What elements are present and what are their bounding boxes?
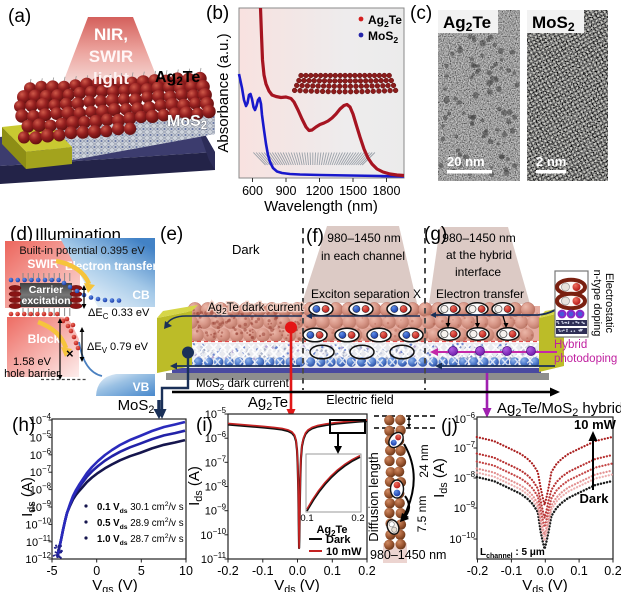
svg-text:Carrier: Carrier [29,284,63,296]
svg-text:980–1450 nm: 980–1450 nm [442,231,515,245]
svg-text:(f): (f) [306,226,324,247]
svg-text:0.2: 0.2 [358,564,375,578]
svg-text:0.0: 0.0 [289,564,306,578]
svg-text:980–1450 nm: 980–1450 nm [327,231,400,245]
svg-text:(d): (d) [10,224,33,245]
svg-text:excitation: excitation [21,295,70,307]
svg-text:Vds (V): Vds (V) [522,577,568,592]
svg-text:(j): (j) [441,416,458,437]
svg-text:0.2: 0.2 [351,513,364,524]
svg-text:10: 10 [179,564,193,578]
svg-text:-0.1: -0.1 [501,564,523,578]
svg-text:Electron transfer: Electron transfer [65,261,158,273]
svg-text:Ag2Te/MoS2​ hybrid: Ag2Te/MoS2​ hybrid [497,400,621,419]
svg-text:ΔEC 0.33 eV: ΔEC 0.33 eV [88,307,150,321]
svg-text:(h): (h) [12,415,35,436]
svg-text:Wavelength (nm): Wavelength (nm) [264,198,378,215]
svg-text:7.5 nm: 7.5 nm [415,496,429,533]
svg-text:MoS2​: MoS2​ [532,13,575,34]
svg-text:Electron transfer: Electron transfer [436,287,524,301]
svg-text:in each channel: in each channel [321,249,405,263]
svg-text:0.1: 0.1 [300,513,313,524]
svg-text:600: 600 [242,184,263,198]
svg-text:Hybrid: Hybrid [554,339,587,351]
svg-text:MoS2​: MoS2​ [368,29,398,45]
svg-text:light: light [93,69,129,88]
svg-text:0.1 Vds 30.1 cm2/v s: 0.1 Vds 30.1 cm2/v s [97,501,184,515]
svg-text:ΔEV 0.79 eV: ΔEV 0.79 eV [87,341,149,355]
svg-text:5: 5 [138,564,145,578]
svg-text:SWIR: SWIR [27,257,59,271]
svg-text:at the hybrid: at the hybrid [446,248,512,262]
svg-text:0.2: 0.2 [604,564,621,578]
svg-text:-0.2: -0.2 [467,564,489,578]
svg-text:Electric field: Electric field [326,393,393,407]
svg-text:1800: 1800 [373,184,401,198]
svg-text:Dark: Dark [232,242,260,257]
svg-text:1200: 1200 [306,184,334,198]
svg-text:MoS2​: MoS2​ [167,113,207,132]
svg-text:hole barrier: hole barrier [4,368,60,380]
svg-text:Dark: Dark [326,534,351,546]
svg-text:20 nm: 20 nm [447,154,485,169]
svg-text:Ag2Te: Ag2Te [248,394,288,413]
svg-text:photodoping: photodoping [554,353,617,365]
svg-text:Ag2Te: Ag2Te [368,13,402,29]
svg-text:Diffusion length: Diffusion length [366,452,381,541]
svg-text:2 nm: 2 nm [536,154,566,169]
svg-text:-0.1: -0.1 [252,564,274,578]
svg-text:Ag2Te: Ag2Te [443,13,491,34]
svg-text:MoS2​ dark current: MoS2​ dark current [196,378,290,392]
svg-text:(e): (e) [160,224,183,245]
svg-text:1.58 eV: 1.58 eV [13,356,52,368]
svg-text:0: 0 [93,564,100,578]
svg-text:1.0 Vds 28.7 cm2/v s: 1.0 Vds 28.7 cm2/v s [97,533,184,547]
svg-text:Block: Block [28,332,61,346]
svg-text:VB: VB [133,380,150,394]
svg-text:10 mW: 10 mW [574,417,617,432]
svg-text:interface: interface [455,265,501,279]
svg-text:0.0: 0.0 [537,564,554,578]
svg-text:SWIR: SWIR [89,47,133,66]
svg-text:Built-in potential 0.395 eV: Built-in potential 0.395 eV [19,245,145,257]
svg-text:980–1450 nm: 980–1450 nm [370,548,446,562]
svg-text:10 mW: 10 mW [326,546,362,558]
svg-text:(g): (g) [424,224,447,245]
svg-text:-5: -5 [46,564,57,578]
svg-text:(a): (a) [8,6,31,27]
svg-text:0.1: 0.1 [570,564,587,578]
svg-text:Dark: Dark [580,491,610,506]
svg-text:Ag2Te: Ag2Te [155,69,200,88]
svg-text:×: × [66,346,74,361]
svg-text:Absorbance (a.u.): Absorbance (a.u.) [215,33,232,152]
svg-text:Electrostatic: Electrostatic [603,273,615,333]
svg-text:0.5 Vds 28.9 cm2/v s: 0.5 Vds 28.9 cm2/v s [97,517,184,531]
svg-text:900: 900 [276,184,297,198]
svg-text:Ag2Te dark current: Ag2Te dark current [208,302,304,316]
svg-text:CB: CB [132,288,150,302]
svg-text:NIR,: NIR, [94,25,128,44]
svg-text:24 nm: 24 nm [417,444,431,477]
svg-text:Vgs (V): Vgs (V) [92,577,138,592]
svg-text:(b): (b) [206,3,229,24]
svg-text:(i): (i) [196,415,213,436]
svg-text:(c): (c) [410,3,432,24]
svg-text:MoS2​: MoS2​ [118,397,155,416]
svg-text:Ag2Te: Ag2Te [316,524,347,538]
svg-text:n-type doping: n-type doping [591,270,603,337]
svg-text:1500: 1500 [339,184,367,198]
svg-text:Vds (V): Vds (V) [274,577,320,592]
svg-text:Exciton separation X: Exciton separation X [311,287,421,301]
svg-text:-0.2: -0.2 [217,564,239,578]
svg-text:0.1: 0.1 [324,564,341,578]
